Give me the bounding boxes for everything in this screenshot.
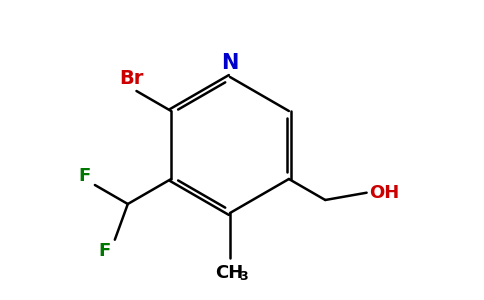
Text: F: F [79, 167, 91, 185]
Text: N: N [221, 53, 239, 73]
Text: Br: Br [119, 68, 144, 88]
Text: F: F [99, 242, 111, 260]
Text: OH: OH [369, 184, 400, 202]
Text: 3: 3 [239, 271, 247, 284]
Text: CH: CH [215, 264, 243, 282]
